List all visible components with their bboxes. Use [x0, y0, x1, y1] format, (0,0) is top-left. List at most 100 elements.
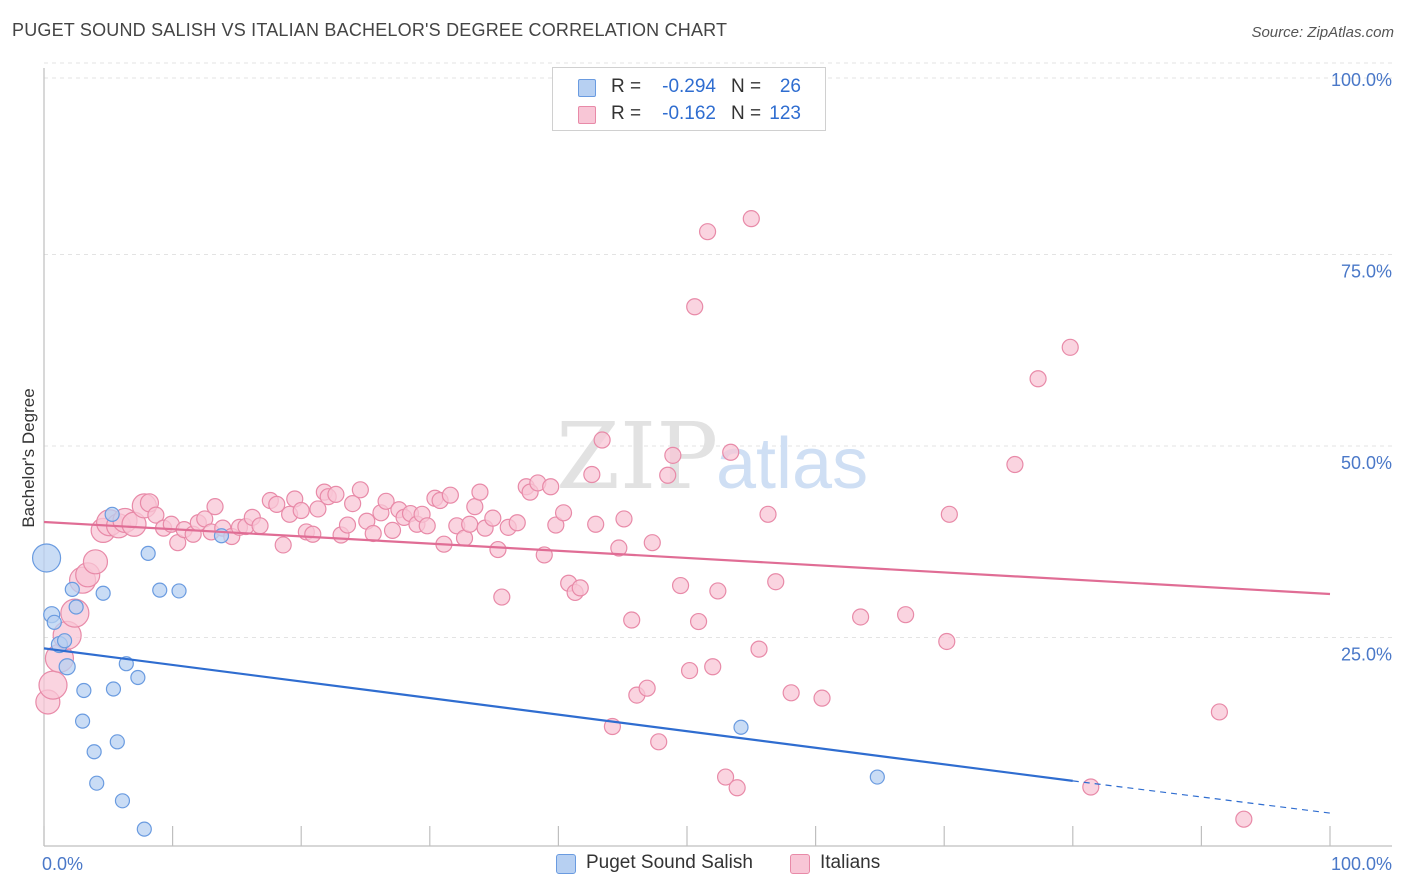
- italians-point: [508, 514, 526, 532]
- italians-point: [587, 515, 605, 533]
- y-tick-label: 75.0%: [1341, 262, 1392, 282]
- puget-point: [64, 581, 80, 597]
- legend-row-puget: R = -0.294 N = 26: [553, 73, 825, 101]
- italians-point: [542, 478, 560, 496]
- italians-point: [759, 505, 777, 523]
- italians-point: [418, 517, 436, 535]
- italians-point: [38, 670, 68, 700]
- italians-point: [664, 446, 682, 464]
- italians-point: [251, 517, 269, 535]
- italians-point: [1082, 778, 1100, 796]
- italians-point: [940, 505, 958, 523]
- chart-title: PUGET SOUND SALISH VS ITALIAN BACHELOR'S…: [12, 20, 728, 40]
- italians-point: [147, 506, 165, 524]
- italians-trend-line: [43, 520, 1331, 596]
- italians-point: [852, 608, 870, 626]
- italians-point: [750, 640, 768, 658]
- italians-point: [716, 768, 735, 786]
- puget-point: [76, 682, 92, 699]
- chart-source: Source: ZipAtlas.com: [1251, 24, 1394, 41]
- bottom-legend-label-puget: Puget Sound Salish: [586, 852, 753, 873]
- puget-point: [869, 769, 885, 785]
- italians-point: [767, 573, 785, 591]
- bottom-legend-label-italians: Italians: [820, 852, 881, 873]
- x-tick-label: 0.0%: [42, 854, 83, 874]
- legend-n-value: 26: [779, 76, 801, 97]
- bottom-legend-swatch-puget: [556, 854, 576, 874]
- puget-point: [46, 614, 62, 630]
- italians-point: [659, 466, 677, 484]
- italians-point: [650, 733, 668, 751]
- x-tick-label: 100.0%: [1331, 854, 1392, 874]
- italians-point: [671, 576, 690, 595]
- puget-point: [140, 545, 156, 561]
- italians-point: [309, 500, 327, 518]
- puget-point: [95, 585, 111, 601]
- italians-point: [466, 498, 484, 516]
- puget-point: [109, 734, 125, 750]
- italians-point: [304, 525, 322, 543]
- italians-point: [1029, 370, 1047, 388]
- puget-trend-extension: [1072, 780, 1331, 814]
- italians-point: [547, 516, 565, 534]
- watermark-atlas: atlas: [716, 424, 868, 504]
- legend-row-italians: R = -0.162 N = 123: [553, 100, 825, 128]
- italians-point: [813, 689, 831, 707]
- puget-point: [136, 821, 152, 837]
- italians-point: [704, 658, 722, 676]
- italians-point: [338, 516, 357, 534]
- italians-point: [593, 431, 611, 449]
- legend-n-value: 123: [769, 103, 801, 124]
- italians-point: [610, 539, 628, 557]
- puget-point: [31, 543, 62, 573]
- italians-point: [206, 498, 224, 516]
- italians-point: [689, 612, 708, 631]
- trend-lines: [43, 520, 1331, 814]
- italians-point: [938, 632, 956, 651]
- italians-point: [461, 515, 479, 533]
- legend-r-label: R =: [611, 103, 642, 124]
- puget-point: [104, 506, 120, 522]
- italians-point: [782, 684, 800, 702]
- puget-point: [130, 669, 146, 686]
- y-axis-label: Bachelor's Degree: [19, 388, 38, 527]
- italians-point: [471, 483, 489, 501]
- legend-r-value: -0.294: [662, 76, 716, 97]
- watermark-zip: ZIP: [556, 403, 718, 510]
- y-tick-label: 50.0%: [1341, 453, 1392, 473]
- italians-point: [583, 465, 601, 484]
- italians-point: [554, 504, 573, 522]
- watermark: ZIP atlas: [556, 403, 868, 510]
- legend-swatch-puget: [578, 79, 596, 97]
- puget-point: [86, 744, 102, 760]
- puget-sound-salish-points: [31, 506, 885, 837]
- correlation-legend: R = -0.294 N = 26 R = -0.162 N = 123: [552, 67, 826, 131]
- grid-lines: [44, 62, 1392, 638]
- italians-point: [728, 779, 746, 797]
- tick-labels: 100.0% 75.0% 50.0% 25.0% 0.0% 100.0%: [42, 70, 1392, 874]
- puget-point: [152, 582, 168, 598]
- italians-point: [1210, 703, 1229, 721]
- italians-point: [623, 611, 641, 629]
- puget-point: [74, 713, 91, 729]
- legend-swatch-italians: [578, 106, 596, 124]
- bottom-legend-swatch-italians: [790, 854, 810, 874]
- legend-n-label: N =: [731, 103, 762, 124]
- puget-point: [733, 719, 749, 735]
- puget-point: [68, 599, 84, 615]
- legend-n-label: N =: [731, 76, 762, 97]
- legend-r-value: -0.162: [662, 103, 716, 124]
- puget-point: [105, 681, 122, 697]
- italians-point: [897, 606, 915, 624]
- italians-point: [377, 492, 395, 510]
- italians-point: [274, 536, 292, 554]
- puget-point: [171, 583, 187, 599]
- italians-point: [383, 521, 402, 540]
- italians-point: [292, 501, 310, 520]
- italians-point: [698, 223, 717, 241]
- puget-point: [114, 793, 131, 809]
- italians-point: [351, 481, 369, 499]
- italians-point: [268, 495, 286, 513]
- italians-point: [643, 534, 661, 552]
- italians-point: [742, 210, 760, 228]
